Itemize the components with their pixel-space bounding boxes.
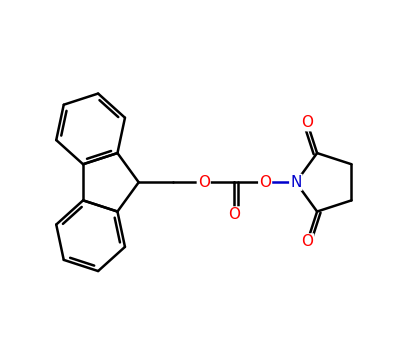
Text: O: O [198, 175, 210, 190]
Text: O: O [301, 234, 313, 249]
Text: N: N [290, 175, 301, 190]
Text: O: O [301, 115, 313, 130]
Text: O: O [259, 175, 271, 190]
Text: O: O [228, 207, 241, 222]
